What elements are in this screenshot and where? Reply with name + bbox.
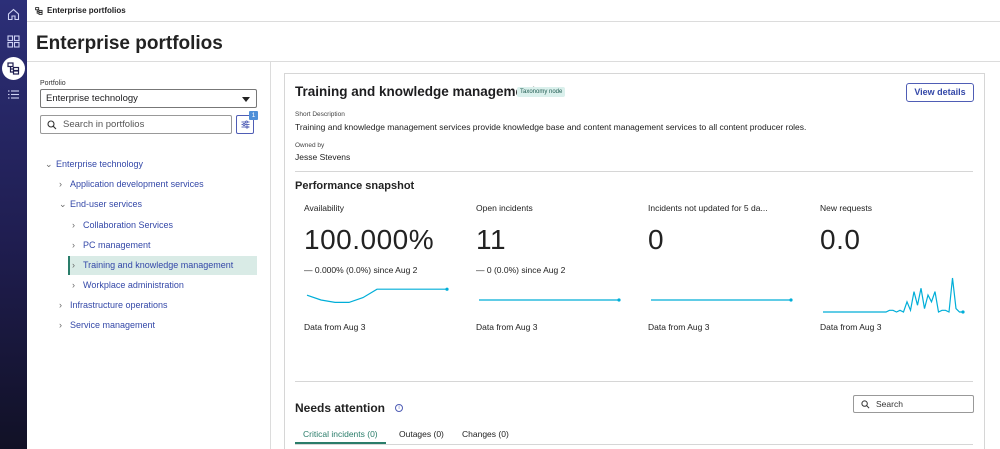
taxonomy-tag: Taxonomy node: [517, 87, 566, 97]
data-from: Data from Aug 3: [304, 322, 366, 332]
data-from: Data from Aug 3: [648, 322, 710, 332]
portfolio-select[interactable]: Enterprise technology: [40, 89, 257, 108]
chevron-right-icon[interactable]: ›: [59, 179, 62, 189]
tree-node-label: Enterprise technology: [56, 159, 144, 169]
portfolio-search-input[interactable]: Search in portfolios: [40, 115, 232, 134]
metric-delta: — 0.000% (0.0%) since Aug 2: [304, 265, 418, 275]
performance-snapshot-title: Performance snapshot: [295, 180, 415, 192]
tree-node[interactable]: › Collaboration Services: [72, 216, 173, 235]
chevron-right-icon[interactable]: ›: [72, 220, 75, 230]
metric-new-requests[interactable]: New requests 0.0 Data from Aug 3: [820, 203, 980, 332]
metric-delta: — 0 (0.0%) since Aug 2: [476, 265, 566, 275]
sparkline-endpoint: [445, 287, 449, 291]
tree-node-label: Service management: [70, 320, 156, 330]
tree-node[interactable]: › Service management: [59, 316, 155, 335]
tree-node[interactable]: ⌄ Enterprise technology: [45, 155, 143, 174]
header-divider: [27, 61, 1000, 62]
portfolio-panel: Portfolio Enterprise technology Search i…: [27, 62, 271, 449]
chevron-down-icon[interactable]: ⌄: [45, 159, 53, 169]
detail-title: Training and knowledge management: [295, 84, 536, 99]
section-divider: [295, 171, 973, 172]
search-icon: [47, 119, 57, 129]
search-placeholder: Search in portfolios: [63, 119, 145, 130]
chevron-right-icon[interactable]: ›: [72, 240, 75, 250]
caret-down-icon: [242, 97, 250, 102]
owned-by-value: Jesse Stevens: [295, 152, 351, 162]
metric-incidents-not-updated[interactable]: Incidents not updated for 5 da... 0 Data…: [648, 203, 808, 332]
filter-sliders-icon: [241, 120, 249, 129]
tree-node-label: Application development services: [70, 179, 204, 189]
sparkline: [306, 287, 449, 303]
breadcrumb-label[interactable]: Enterprise portfolios: [47, 6, 126, 15]
data-from: Data from Aug 3: [476, 322, 538, 332]
sparkline-endpoint: [961, 310, 965, 314]
owned-by-label: Owned by: [295, 142, 325, 149]
tree-node-label: Infrastructure operations: [70, 300, 168, 310]
sparkline-path: [823, 277, 963, 313]
section-divider: [295, 381, 973, 382]
chevron-right-icon[interactable]: ›: [72, 260, 75, 270]
info-icon[interactable]: i: [395, 404, 403, 412]
tree-node[interactable]: › Infrastructure operations: [59, 296, 168, 315]
filter-button[interactable]: [236, 115, 254, 134]
tree-node-label: Collaboration Services: [83, 220, 174, 230]
view-details-button[interactable]: View details: [906, 83, 974, 102]
tree-node[interactable]: ⌄ End-user services: [59, 195, 142, 214]
grid-icon[interactable]: [5, 33, 22, 50]
portfolio-label: Portfolio: [40, 80, 66, 87]
metric-label: New requests: [820, 203, 872, 213]
needs-attention-title: Needs attention: [295, 401, 386, 415]
short-description: Training and knowledge management servic…: [295, 122, 807, 132]
list-icon[interactable]: [5, 86, 22, 103]
metric-label: Incidents not updated for 5 da...: [648, 203, 768, 213]
chevron-right-icon[interactable]: ›: [72, 280, 75, 290]
search-icon: [861, 399, 870, 408]
metric-value: 100.000%: [304, 224, 435, 255]
tree-node-label: Training and knowledge management: [83, 260, 234, 270]
tree-node-label: End-user services: [70, 199, 143, 209]
data-from: Data from Aug 3: [820, 322, 882, 332]
short-description-label: Short Description: [295, 111, 345, 118]
chevron-right-icon[interactable]: ›: [59, 320, 62, 330]
search-placeholder: Search: [876, 399, 903, 409]
attention-search-input[interactable]: Search: [853, 395, 974, 413]
tree-node[interactable]: › PC management: [72, 236, 151, 255]
filter-count-badge: 1: [249, 111, 258, 120]
detail-card: [284, 73, 985, 449]
attention-tabs: Critical incidents (0) Outages (0) Chang…: [295, 426, 973, 445]
sparkline: [479, 298, 621, 302]
tree-node-selected[interactable]: › Training and knowledge management: [68, 256, 257, 275]
chevron-down-icon[interactable]: ⌄: [59, 199, 67, 209]
tab-changes[interactable]: Changes (0): [462, 429, 509, 439]
metric-value: 11: [476, 224, 507, 255]
metric-label: Availability: [304, 203, 345, 213]
sparkline: [651, 298, 793, 302]
tab-outages[interactable]: Outages (0): [399, 429, 444, 439]
portfolio-tree-icon: [35, 6, 43, 15]
portfolio-tree-icon[interactable]: [2, 57, 25, 80]
sparkline: [823, 277, 965, 314]
breadcrumb: Enterprise portfolios: [27, 0, 1000, 22]
sparkline-path: [306, 288, 447, 303]
tab-critical-incidents[interactable]: Critical incidents (0): [295, 426, 386, 444]
tree-node-label: Workplace administration: [83, 280, 184, 290]
metric-value: 0: [648, 224, 665, 255]
metric-value: 0.0: [820, 224, 861, 255]
tree-node-label: PC management: [83, 240, 151, 250]
nav-rail: [0, 0, 27, 449]
sparkline-endpoint: [789, 298, 793, 302]
metric-open-incidents[interactable]: Open incidents 11 — 0 (0.0%) since Aug 2…: [476, 203, 636, 332]
sparkline-endpoint: [617, 298, 621, 302]
tree-node[interactable]: › Application development services: [59, 175, 204, 194]
page-title: Enterprise portfolios: [36, 33, 223, 54]
chevron-right-icon[interactable]: ›: [59, 300, 62, 310]
metric-availability[interactable]: Availability 100.000% — 0.000% (0.0%) si…: [304, 203, 464, 332]
metric-label: Open incidents: [476, 203, 533, 213]
home-icon[interactable]: [5, 6, 22, 23]
tree-node[interactable]: › Workplace administration: [72, 276, 184, 295]
portfolio-select-value: Enterprise technology: [46, 93, 138, 104]
